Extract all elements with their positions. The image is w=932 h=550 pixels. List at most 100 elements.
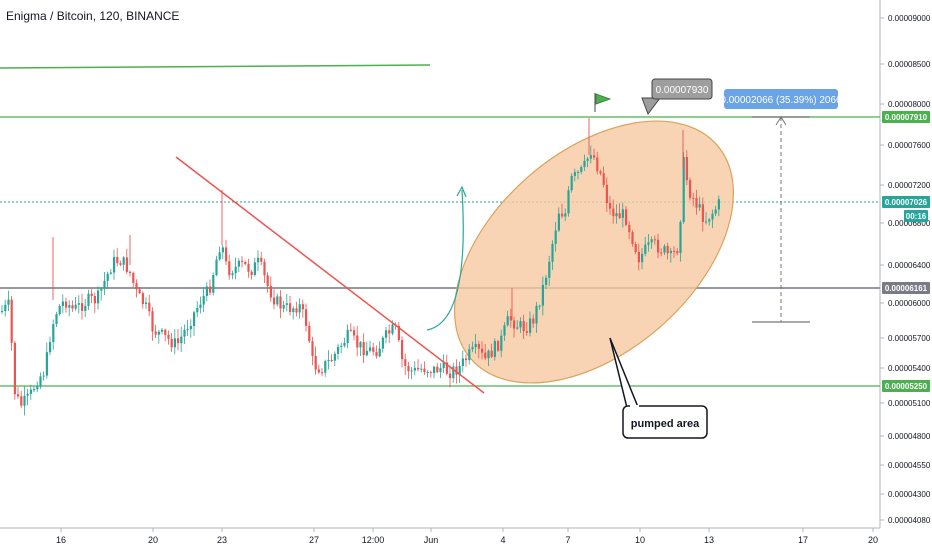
measure-label-box [724,89,838,109]
y-tick-label: 0.00007200 [888,181,931,190]
candle-body [151,311,154,332]
candle-body [314,355,317,370]
candle-body [401,340,404,360]
candle-body [343,343,346,346]
price-tag-label: 0.00006161 [885,284,928,293]
x-tick-label: 10 [635,535,645,545]
candle-body [330,359,333,361]
candle-body [263,261,266,276]
y-tick-label: 0.00006400 [888,261,931,270]
candle-body [189,325,192,330]
candle-body [679,221,682,254]
candle-body [145,302,148,304]
y-tick-label: 0.00004300 [888,490,931,499]
candle-body [497,341,500,351]
candle-body [71,305,74,309]
candle-body [84,305,87,311]
candle-body [685,156,688,181]
candle-body [653,239,656,241]
x-tick-label: 12:00 [362,535,385,545]
candle-body [241,260,244,262]
grey-callout-label: 0.00007930 [656,85,709,96]
candle-body [682,156,685,222]
y-tick-label: 0.00006800 [888,219,931,228]
candle-body [349,329,352,331]
candle-body [269,286,272,298]
candle-body [481,348,484,353]
candle-body [106,273,109,281]
note-box [622,405,708,439]
candle-body [423,368,426,373]
candle-body [237,260,240,267]
candle-body [298,304,301,313]
candle-body [641,253,644,263]
candle-body [519,321,522,328]
candle-body [689,180,692,198]
candle-body [695,198,698,208]
candle-body [503,325,506,336]
candle-body [593,155,596,158]
candle-body [461,358,464,367]
candle-body [193,312,196,326]
x-tick-label: 16 [56,535,66,545]
measure-label: 0.00002066 (35.39%) 2066 [720,95,842,106]
candle-body [410,370,413,372]
candle-body [49,342,52,353]
candle-body [637,251,640,263]
pumped-area-ellipse [453,120,735,384]
candle-body [663,246,666,253]
candle-body [234,266,237,274]
green-trend-line [0,64,431,69]
candle-body [164,329,167,335]
candle-body [455,366,458,375]
y-tick-label: 0.00005100 [888,399,931,408]
candle-body [346,329,349,344]
candle-body [618,213,621,218]
candle-body [170,338,173,348]
candle-body [708,219,711,222]
candle-body [407,365,410,372]
candle-body [413,367,416,371]
y-tick-label: 0.00006000 [888,299,931,308]
candle-body [116,256,119,264]
x-tick-label: Jun [424,535,439,545]
candle-body [522,321,525,332]
price-tag-box [882,111,930,123]
candle-body [532,318,535,324]
candle-body [458,366,461,375]
candle-body [324,361,327,373]
candle-body [39,376,42,387]
candle-body [45,352,48,376]
candle-body [244,261,247,265]
price-tag-box [882,380,930,392]
x-tick-label: 7 [565,535,570,545]
candle-body [516,327,519,329]
y-tick-label: 0.00004550 [888,461,931,470]
candle-body [180,336,183,344]
candle-body [301,304,304,310]
grey-callout-box [651,78,713,100]
candle-body [13,342,16,395]
candle-body [487,350,490,359]
y-tick-label: 0.00008500 [888,60,931,69]
candle-body [109,272,112,274]
candle-body [225,247,228,262]
candle-body [154,331,157,335]
candle-body [500,335,503,351]
candle-body [484,352,487,359]
candle-body [391,324,394,334]
candle-body [420,368,423,370]
candle-body [359,342,362,348]
candle-body [260,257,263,262]
green-flag-icon [595,93,612,105]
candle-body [74,304,77,309]
candle-body [711,213,714,220]
y-tick-label: 0.00005400 [888,364,931,373]
candle-body [605,184,608,204]
candle-body [58,306,61,315]
candle-body [628,224,631,233]
candle-body [305,309,308,326]
candle-body [10,299,13,343]
candle-body [557,213,560,231]
